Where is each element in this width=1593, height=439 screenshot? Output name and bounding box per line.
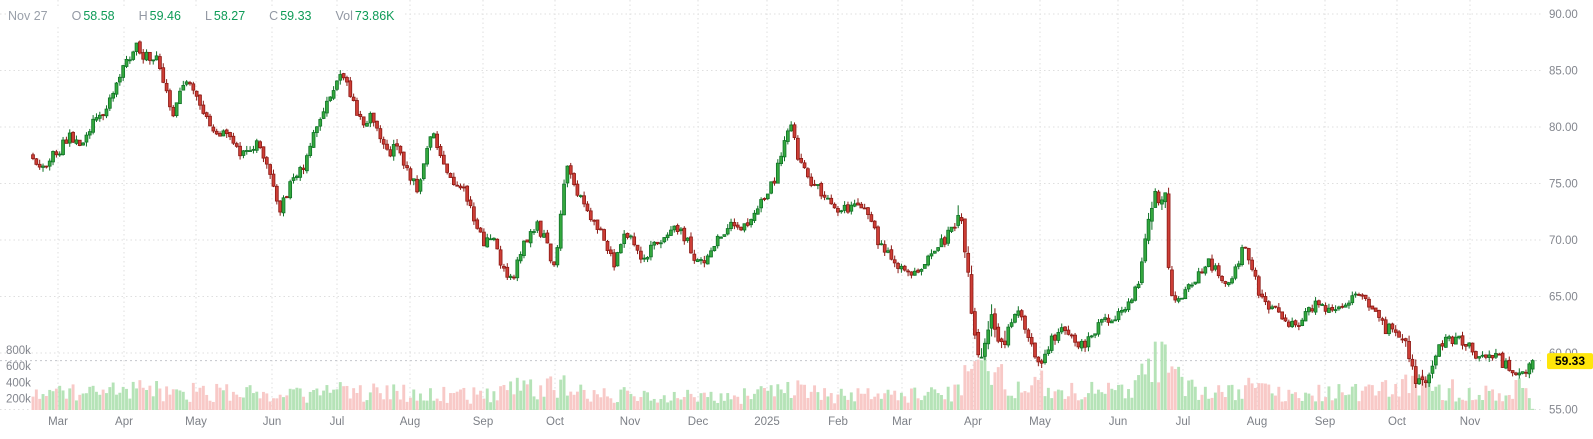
month-tick-label: Jun <box>1109 416 1128 428</box>
last-price-label: 59.33 <box>1547 353 1593 370</box>
month-tick-label: May <box>1029 416 1051 428</box>
month-tick-label: Apr <box>964 416 982 428</box>
month-tick-label: Dec <box>688 416 709 428</box>
volume-tick-label: 200k <box>6 394 31 406</box>
month-tick-label: Sep <box>1315 416 1335 428</box>
month-tick-label: Jun <box>263 416 282 428</box>
grid-layer <box>0 0 1541 410</box>
volume-layer <box>31 341 1535 410</box>
month-tick-label: Aug <box>1247 416 1267 428</box>
price-tick-label: 80.00 <box>1549 122 1578 134</box>
month-tick-label: Oct <box>1388 416 1407 428</box>
volume-tick-label: 600k <box>6 361 31 373</box>
axis-labels-layer: 90.0085.0080.0075.0070.0065.0060.0055.00… <box>6 9 1578 428</box>
price-tick-label: 90.00 <box>1549 9 1578 21</box>
price-tick-label: 70.00 <box>1549 235 1578 247</box>
price-tick-label: 65.00 <box>1549 292 1578 304</box>
month-tick-label: Mar <box>48 416 68 428</box>
price-tick-label: 85.00 <box>1549 66 1578 78</box>
ohlc-legend: Nov 27 O 58.58 H 59.46 L 58.27 C 59.33 Vol 73… <box>8 8 405 25</box>
month-tick-label: May <box>185 416 207 428</box>
month-tick-label: Nov <box>1460 416 1481 428</box>
month-tick-label: Apr <box>115 416 133 428</box>
month-tick-label: Oct <box>546 416 565 428</box>
month-tick-label: 2025 <box>754 416 780 428</box>
month-tick-label: Feb <box>828 416 848 428</box>
month-tick-label: Mar <box>892 416 912 428</box>
last-price-value: 59.33 <box>1555 354 1585 368</box>
month-tick-label: Jul <box>1176 416 1191 428</box>
month-tick-label: Aug <box>400 416 420 428</box>
month-tick-label: Sep <box>473 416 493 428</box>
legend-high: H 59.46 <box>138 9 181 23</box>
legend-low: L 58.27 <box>204 9 246 23</box>
legend-volume: Vol 73.86K <box>335 9 395 23</box>
price-tick-label: 75.00 <box>1549 179 1578 191</box>
legend-close: C 59.33 <box>269 9 312 23</box>
candles-layer <box>31 40 1535 388</box>
price-tick-label: 55.00 <box>1549 405 1578 417</box>
volume-tick-label: 400k <box>6 377 31 389</box>
volume-tick-label: 800k <box>6 345 31 357</box>
month-tick-label: Jul <box>330 416 345 428</box>
legend-date: Nov 27 <box>8 9 48 23</box>
month-tick-label: Nov <box>620 416 641 428</box>
legend-open: O 58.58 <box>71 9 115 23</box>
